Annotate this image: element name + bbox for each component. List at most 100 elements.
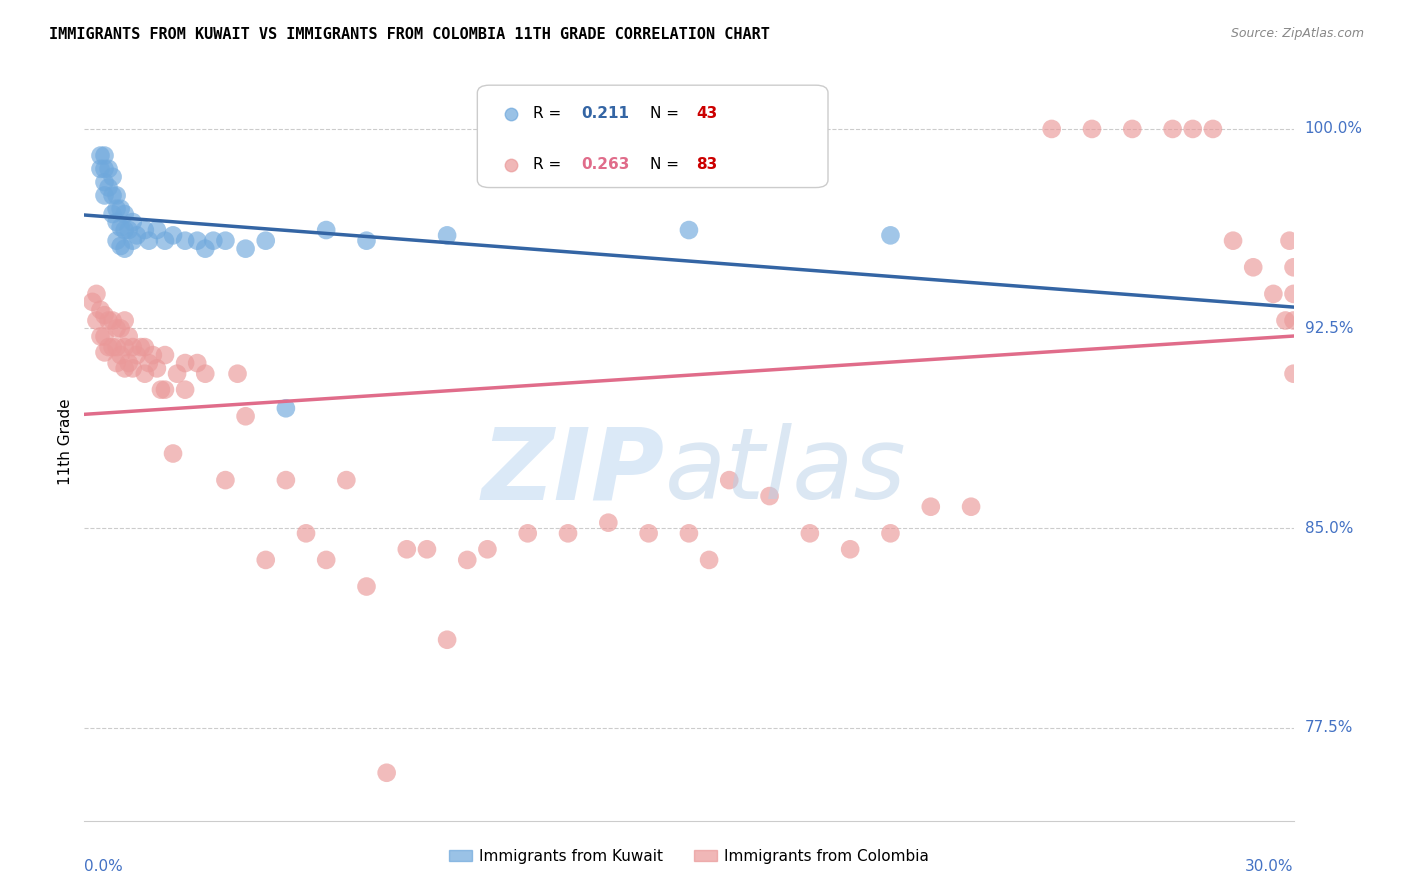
Point <box>129 340 152 354</box>
Point <box>1241 260 1264 275</box>
Point <box>101 169 124 184</box>
Point <box>110 202 132 216</box>
Point <box>105 234 128 248</box>
Point <box>356 580 378 594</box>
Point <box>93 175 115 189</box>
Text: 92.5%: 92.5% <box>1305 321 1353 336</box>
Point <box>162 228 184 243</box>
Point <box>166 367 188 381</box>
Point <box>516 526 538 541</box>
Point <box>214 473 236 487</box>
Point <box>194 367 217 381</box>
Point <box>1274 313 1296 327</box>
Point <box>105 188 128 202</box>
Point <box>146 361 169 376</box>
Text: 85.0%: 85.0% <box>1305 521 1353 535</box>
Point <box>295 526 318 541</box>
Point <box>138 356 160 370</box>
Point <box>477 542 499 557</box>
Point <box>138 234 160 248</box>
Text: R =: R = <box>533 106 567 121</box>
Point <box>1282 313 1305 327</box>
Point <box>110 220 132 235</box>
Point <box>153 383 176 397</box>
Point <box>960 500 983 514</box>
Point <box>718 473 741 487</box>
Point <box>114 207 136 221</box>
Point <box>274 473 297 487</box>
Point <box>105 356 128 370</box>
FancyBboxPatch shape <box>478 85 828 187</box>
Point <box>114 340 136 354</box>
Point <box>186 234 208 248</box>
Point <box>93 345 115 359</box>
Point <box>149 383 172 397</box>
Point <box>105 340 128 354</box>
Point <box>93 188 115 202</box>
Point <box>254 553 277 567</box>
Point <box>174 234 197 248</box>
Point <box>678 223 700 237</box>
Y-axis label: 11th Grade: 11th Grade <box>58 398 73 485</box>
Point <box>879 526 901 541</box>
Point <box>375 765 398 780</box>
Text: 100.0%: 100.0% <box>1305 121 1362 136</box>
Point <box>920 500 942 514</box>
Point <box>1181 122 1204 136</box>
Point <box>105 215 128 229</box>
Point <box>1282 367 1305 381</box>
Point <box>557 526 579 541</box>
Point <box>416 542 439 557</box>
Point <box>97 340 120 354</box>
Point <box>121 361 143 376</box>
Point <box>134 340 156 354</box>
Point <box>110 348 132 362</box>
Point <box>97 161 120 176</box>
Point <box>146 223 169 237</box>
Point <box>799 526 821 541</box>
Point <box>202 234 225 248</box>
Point <box>125 348 148 362</box>
Point <box>110 239 132 253</box>
Point <box>105 321 128 335</box>
Point <box>89 329 111 343</box>
Point <box>118 329 141 343</box>
Text: IMMIGRANTS FROM KUWAIT VS IMMIGRANTS FROM COLOMBIA 11TH GRADE CORRELATION CHART: IMMIGRANTS FROM KUWAIT VS IMMIGRANTS FRO… <box>49 27 770 42</box>
Point <box>335 473 357 487</box>
Point <box>114 242 136 256</box>
Text: 77.5%: 77.5% <box>1305 720 1353 735</box>
Point <box>186 356 208 370</box>
Text: Source: ZipAtlas.com: Source: ZipAtlas.com <box>1230 27 1364 40</box>
Point <box>105 202 128 216</box>
Text: 0.263: 0.263 <box>581 157 630 172</box>
Point <box>114 361 136 376</box>
Point <box>101 188 124 202</box>
Point <box>1282 260 1305 275</box>
Point <box>436 228 458 243</box>
Point <box>879 228 901 243</box>
Point <box>174 356 197 370</box>
Point <box>356 234 378 248</box>
Point <box>93 308 115 322</box>
Point <box>697 553 720 567</box>
Point <box>89 161 111 176</box>
Text: 43: 43 <box>696 106 717 121</box>
Point <box>114 223 136 237</box>
Point <box>395 542 418 557</box>
Point <box>1081 122 1104 136</box>
Point <box>1278 234 1301 248</box>
Point <box>214 234 236 248</box>
Point <box>89 302 111 317</box>
Point <box>1263 286 1285 301</box>
Point <box>134 367 156 381</box>
Point <box>1161 122 1184 136</box>
Point <box>101 207 124 221</box>
Point <box>118 356 141 370</box>
Point <box>1202 122 1225 136</box>
Point <box>162 446 184 460</box>
Point <box>89 148 111 162</box>
Point <box>194 242 217 256</box>
Point <box>134 223 156 237</box>
Point <box>101 340 124 354</box>
Point <box>97 180 120 194</box>
